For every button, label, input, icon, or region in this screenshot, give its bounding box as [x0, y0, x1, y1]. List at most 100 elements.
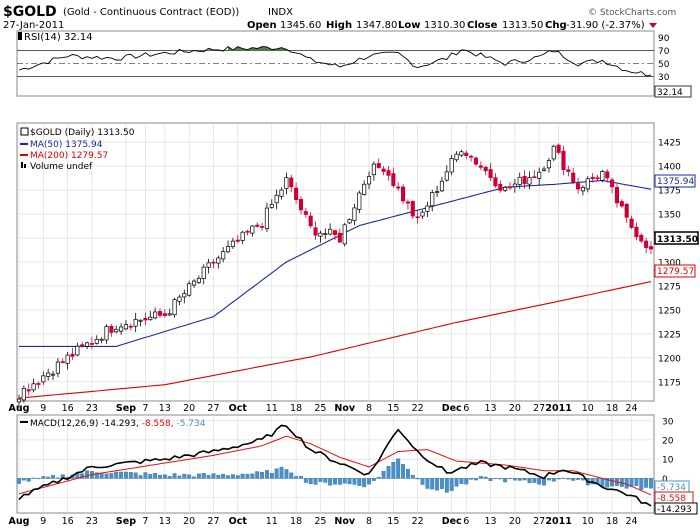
macd-x-tick-label: 24 [626, 516, 638, 527]
macd-histogram-bar [444, 478, 449, 493]
macd-histogram-bar [55, 477, 60, 479]
macd-x-tick-label: 16 [62, 516, 74, 527]
candle-body [546, 160, 551, 169]
price-x-tick-label: 20 [509, 403, 521, 414]
macd-histogram-bar [537, 478, 542, 485]
candle-body [255, 224, 260, 227]
price-x-tick-label: 16 [62, 403, 74, 414]
close-label: Close [467, 20, 498, 31]
macd-histogram-bar [226, 475, 230, 479]
macd-histogram-bar [31, 477, 36, 479]
candle-body [318, 232, 323, 237]
macd-x-tick-label: 7 [142, 516, 148, 527]
candle-body [386, 170, 391, 176]
price-x-tick-label: 11 [266, 403, 278, 414]
price-y-tick-label: 1400 [658, 163, 681, 173]
macd-x-tick-label: Oct [229, 516, 248, 527]
price-y-tick-label: 1375 [658, 187, 681, 197]
macd-histogram-bar [566, 478, 571, 480]
candle-body [70, 353, 75, 357]
candle-body [405, 201, 410, 204]
candle-body [512, 183, 517, 188]
candle-body [269, 204, 274, 208]
ma200-value-tag-text: 1279.57 [657, 267, 694, 277]
macd-histogram-bar [187, 474, 192, 479]
open-value: 1345.60 [280, 20, 321, 31]
candle-body [464, 152, 469, 156]
macd-histogram-bar [85, 470, 90, 479]
symbol-title: $GOLD [3, 4, 57, 20]
price-y-tick-label: 1225 [658, 330, 681, 340]
ma50-value-tag [654, 174, 696, 188]
price-x-tick-label: 18 [606, 403, 618, 414]
rsi-plot [17, 46, 654, 77]
candle-body [517, 176, 522, 185]
candle-body [590, 176, 595, 180]
ma50-value-tag-text: 1375.94 [657, 177, 694, 187]
rsi-y-tick-label: 30 [658, 73, 670, 83]
symbol-name: (Gold - Continuous Contract (EOD)) [63, 7, 239, 18]
macd-histogram-bar [639, 478, 644, 490]
candle-body [128, 325, 133, 328]
macd-line [18, 424, 652, 507]
macd-histogram-bar [342, 478, 347, 484]
candle-body [576, 183, 581, 190]
macd-histogram-bar [610, 478, 615, 487]
price-x-tick-label: Nov [334, 403, 355, 414]
macd-x-tick-label: 2011 [545, 516, 571, 527]
candle-body [119, 326, 124, 332]
candle-body [493, 177, 498, 187]
candle-body [610, 179, 615, 188]
header-date: 27-Jan-2011 [3, 20, 64, 31]
macd-histogram-bar [449, 478, 454, 491]
candle-body [148, 316, 153, 321]
price-x-tick-label: 6 [463, 403, 469, 414]
price-x-tick-label: 27 [207, 403, 219, 414]
price-x-tick-label: 10 [582, 403, 594, 414]
price-x-tick-label: 27 [533, 403, 545, 414]
macd-histogram-bar [138, 475, 143, 479]
macd-x-tick-label: 15 [387, 516, 399, 527]
macd-histogram-bar [561, 477, 566, 479]
candle-body [537, 171, 542, 179]
macd-histogram-bar [299, 475, 303, 479]
candle-body [80, 344, 85, 347]
candle-body [26, 389, 31, 392]
candle-body [634, 226, 639, 238]
macd-x-tick-label: 20 [509, 516, 521, 527]
macd-histogram-bar [230, 474, 235, 479]
candle-body [260, 226, 265, 228]
candle-body [648, 246, 654, 250]
macd-histogram-bar [177, 475, 182, 479]
ma200-legend: MA(200) 1279.57 [30, 151, 108, 161]
macd-panel-frame [16, 414, 655, 514]
macd-histogram-bar [162, 474, 167, 479]
price-x-tick-label: 15 [387, 403, 399, 414]
chg-value: -31.90 (-2.37%) [566, 20, 645, 31]
macd-x-tick-label: 11 [266, 516, 278, 527]
price-x-tick-label: 18 [290, 403, 302, 414]
candle-body [342, 224, 347, 245]
macd-plot [17, 424, 653, 507]
macd-x-tick-label: 22 [412, 516, 424, 527]
price-x-tick-label: 23 [86, 403, 98, 414]
candle-body [629, 218, 634, 228]
macd-x-tick-label: 9 [40, 516, 46, 527]
candle-body [313, 227, 318, 236]
macd-histogram-bar [522, 478, 527, 481]
ma50-legend: MA(50) 1375.94 [30, 140, 103, 150]
price-x-tick-label: 13 [159, 403, 171, 414]
candle-body [303, 211, 308, 215]
macd-histogram-bar [420, 478, 425, 485]
macd-histogram-bar [381, 471, 386, 479]
candle-body [85, 342, 90, 347]
candle-body [50, 373, 56, 376]
macd-histogram-bar [600, 478, 605, 487]
price-x-tick-label: 25 [314, 403, 326, 414]
close-value: 1313.50 [502, 20, 543, 31]
macd-histogram-bar [576, 478, 581, 480]
rsi-y-tick-label: 70 [658, 47, 670, 57]
macd-histogram-bar [133, 472, 138, 479]
low-value: 1310.30 [424, 20, 465, 31]
